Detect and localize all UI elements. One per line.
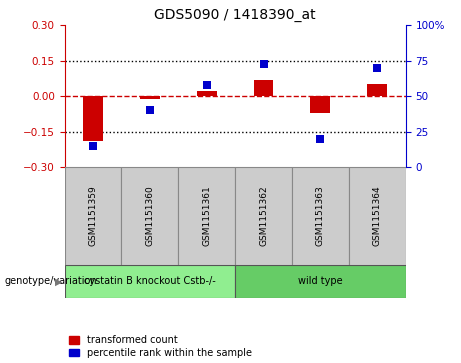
Bar xyxy=(349,167,406,265)
Text: wild type: wild type xyxy=(298,276,343,286)
Text: GSM1151362: GSM1151362 xyxy=(259,185,268,246)
Point xyxy=(146,107,154,113)
Point xyxy=(89,143,97,149)
Point xyxy=(203,82,210,88)
Bar xyxy=(197,91,217,96)
Bar xyxy=(65,265,235,298)
Text: GSM1151359: GSM1151359 xyxy=(89,185,97,246)
Text: GSM1151363: GSM1151363 xyxy=(316,185,325,246)
Bar xyxy=(83,96,103,141)
Text: cystatin B knockout Cstb-/-: cystatin B knockout Cstb-/- xyxy=(84,276,216,286)
Bar xyxy=(178,167,235,265)
Text: GSM1151361: GSM1151361 xyxy=(202,185,211,246)
Text: genotype/variation: genotype/variation xyxy=(5,276,97,286)
Legend: transformed count, percentile rank within the sample: transformed count, percentile rank withi… xyxy=(70,335,252,358)
Bar xyxy=(65,167,121,265)
Bar xyxy=(235,167,292,265)
Text: GSM1151364: GSM1151364 xyxy=(373,185,382,246)
Point xyxy=(317,136,324,142)
Point xyxy=(260,61,267,66)
Text: GSM1151360: GSM1151360 xyxy=(145,185,154,246)
Bar xyxy=(121,167,178,265)
Point xyxy=(373,65,381,71)
Bar xyxy=(254,79,273,96)
Title: GDS5090 / 1418390_at: GDS5090 / 1418390_at xyxy=(154,8,316,22)
Bar xyxy=(235,265,406,298)
Text: ▶: ▶ xyxy=(55,276,63,286)
Bar xyxy=(292,167,349,265)
Bar xyxy=(310,96,331,113)
Bar xyxy=(367,84,387,96)
Bar xyxy=(140,96,160,99)
